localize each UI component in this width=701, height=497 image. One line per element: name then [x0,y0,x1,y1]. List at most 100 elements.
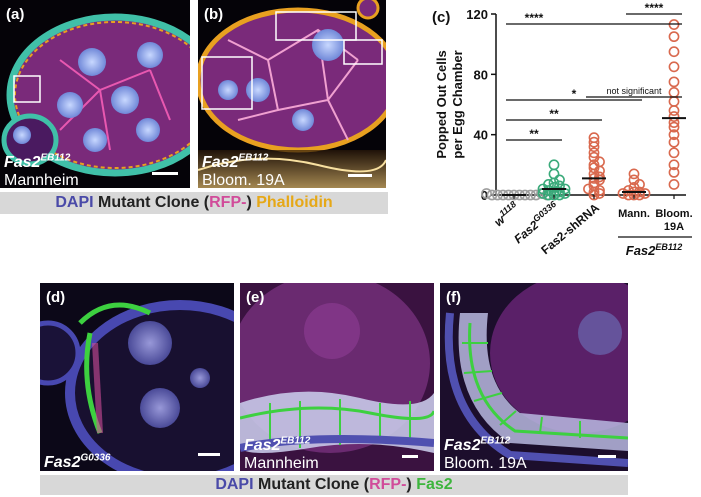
inset-box-b2 [343,39,383,65]
legend-rfp-bottom: RFP- [369,476,407,493]
data-point [554,180,565,192]
data-point [668,61,680,73]
significance-label: ** [529,127,539,141]
data-point [639,188,651,199]
data-point [588,147,600,159]
data-point [668,129,680,141]
data-point [668,96,680,107]
data-point [668,121,680,133]
x-category-label: Mann. [618,208,650,220]
scale-bar-f [598,455,616,458]
legend-close-paren: ) [246,194,252,211]
data-point [628,174,640,186]
panel-label-d: (d) [46,289,66,306]
data-point [668,166,680,178]
egg-chamber-image-f [440,283,628,471]
data-point [588,162,600,174]
significance-label: ** [549,107,559,121]
legend-dapi-bottom: DAPI [215,476,254,493]
panel-b-micrograph: (b) Fas2EB112 Bloom. 19A [198,0,386,188]
scale-bar-d [198,453,220,456]
genotype-label-d: Fas2G0336 [44,453,111,471]
scale-bar-a [152,172,178,175]
data-point [628,168,640,180]
y-tick-label: 80 [474,67,488,82]
data-point [668,87,680,98]
significance-label: * [572,87,577,101]
inset-box-a [13,75,41,103]
data-point [554,174,565,186]
inset-box-b1 [275,11,357,41]
data-point [588,159,600,171]
data-point [623,185,634,196]
legend-rfp: RFP- [209,194,247,211]
data-point [668,76,680,88]
scale-bar-e [402,455,418,458]
data-point [486,189,498,201]
data-point [583,183,594,195]
data-point [594,171,605,183]
data-point [594,165,605,177]
data-point [634,189,645,201]
group-label: Fas2EB112 [626,242,683,258]
egg-chamber-image-e [240,283,434,471]
legend-fas2: Fas2 [416,476,453,493]
y-tick-label: 120 [466,7,488,22]
legend-mutant-clone-bottom: Mutant Clone ( [258,476,370,493]
panel-d-micrograph: (d) Fas2G0336 [40,283,234,471]
data-point [668,179,680,190]
legend-close-paren-bottom: ) [406,476,412,493]
data-point [588,136,600,148]
panel-label-c: (c) [432,9,450,26]
data-point [594,188,605,199]
legend-mutant-clone: Mutant Clone ( [98,194,210,211]
data-point [617,188,629,199]
data-point [548,168,560,180]
popped-out-cells-chart: (c) Popped Out Cellsper Egg Chamber 0 40 80 1… [432,1,693,258]
y-tick-label: 0 [481,188,488,203]
panel-f-micrograph: (f) Fas2EB112 Bloom. 19A [440,283,628,471]
x-category-label: w1118 [490,199,522,229]
significance-label: not significant [606,86,662,96]
data-point [668,46,680,58]
inset-box-b3 [201,56,253,110]
genotype-label-b: Fas2EB112 Bloom. 19A [202,153,285,188]
egg-chamber-image-b [198,0,386,188]
y-tick-label: 40 [474,128,488,143]
data-point [543,189,554,201]
legend-top: DAPI Mutant Clone (RFP-) Phalloidin [0,192,388,214]
data-point [668,159,680,171]
egg-chamber-image-a [0,0,190,188]
legend-dapi: DAPI [55,194,94,211]
scale-bar-b [348,174,372,177]
significance-label: **** [525,11,544,25]
data-point [668,136,680,148]
data-point [481,188,492,199]
data-point [668,105,680,116]
data-point [548,182,560,193]
data-point [623,189,634,201]
data-point [588,151,600,163]
data-point [543,185,554,196]
y-axis-label: Popped Out Cellsper Egg Chamber [434,50,465,158]
data-point [668,111,680,122]
panel-label-f: (f) [446,289,461,306]
data-point [530,189,542,201]
genotype-label-f: Fas2EB112 Bloom. 19A [444,436,527,471]
legend-bottom: DAPI Mutant Clone (RFP-) Fas2 [40,475,628,495]
data-point [668,147,680,159]
x-category-label: Bloom. 19A [655,208,692,233]
panel-a-micrograph: (a) Fas2EB112 Mannheim [0,0,190,188]
legend-phalloidin: Phalloidin [256,194,333,211]
panel-label-e: (e) [246,289,265,306]
data-point [588,132,600,144]
data-point [548,159,560,171]
data-point [668,31,680,43]
genotype-label-a: Fas2EB112 Mannheim [4,153,79,188]
genotype-label-e: Fas2EB112 Mannheim [244,436,319,471]
panel-label-a: (a) [6,6,25,23]
panel-e-micrograph: (e) Fas2EB112 Mannheim [240,283,434,471]
data-point [588,180,600,192]
significance-label: **** [645,1,664,15]
egg-chamber-image-d [40,283,234,471]
